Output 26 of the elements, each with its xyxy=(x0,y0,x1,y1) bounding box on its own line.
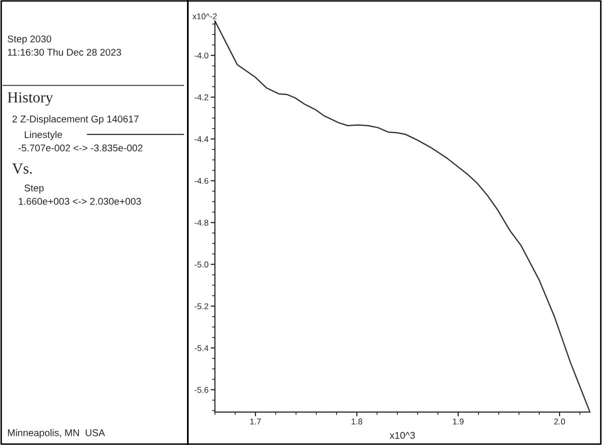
y-tick-label: -4.4 xyxy=(194,136,208,142)
y-tick-label: -4.8 xyxy=(194,220,208,226)
text: -5.707e-002 <-> -3.835e-002 xyxy=(18,144,142,152)
y-tick-label: -4.0 xyxy=(194,52,208,58)
text: 11:16:30 Thu Dec 28 2023 xyxy=(8,48,122,56)
y-tick-label: -5.2 xyxy=(194,303,208,310)
y-tick-label: -4.2 xyxy=(194,94,208,100)
x-tick-label: 1.8 xyxy=(352,418,362,424)
line-series xyxy=(214,20,590,412)
text: 2 Z-Displacement Gp 140617 xyxy=(12,115,139,124)
y-axis-title: x10^-2 xyxy=(192,13,217,20)
x-tick-label: 1.9 xyxy=(453,418,464,424)
x-tick-label: 2.0 xyxy=(554,418,566,424)
x-axis-title: x10^3 xyxy=(390,432,415,439)
y-tick-label: -5.6 xyxy=(194,386,208,393)
y-tick-label: -5.4 xyxy=(194,345,208,352)
y-tick-label: -4.6 xyxy=(194,178,208,184)
text: Vs. xyxy=(12,164,32,174)
text: Step xyxy=(24,184,44,194)
text: History xyxy=(8,92,53,106)
x-tick-label: 1.7 xyxy=(250,418,261,424)
text: Step 2030 xyxy=(8,35,52,44)
text: 1.660e+003 <-> 2.030e+003 xyxy=(18,198,141,205)
y-tick-label: -5.0 xyxy=(194,262,208,268)
text: Linestyle xyxy=(24,130,62,140)
text: Minneapolis, MN USA xyxy=(8,429,105,438)
